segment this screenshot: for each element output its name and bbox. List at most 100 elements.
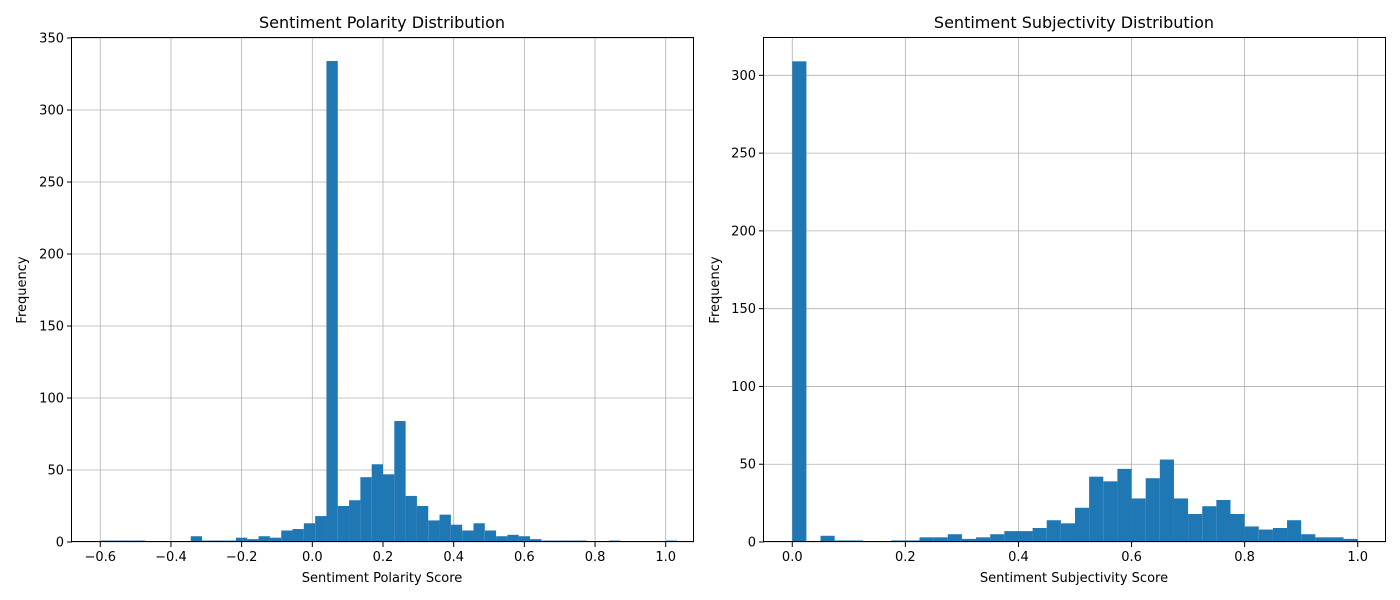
histogram-bar <box>1315 537 1330 542</box>
histogram-bar <box>1159 459 1174 542</box>
histogram-bar <box>1343 538 1358 542</box>
histogram-bar <box>371 464 383 542</box>
histogram-bar <box>919 537 934 542</box>
y-tick-label: 250 <box>731 147 756 162</box>
y-tick-label: 50 <box>47 464 64 479</box>
histogram-bar <box>933 537 948 542</box>
x-tick-label: 1.0 <box>655 550 676 565</box>
histogram-bar <box>1060 523 1075 542</box>
histogram-bar <box>462 530 474 542</box>
x-tick-label: 0.0 <box>302 550 323 565</box>
histogram-bar <box>1046 520 1061 542</box>
histogram-bar <box>1075 507 1090 542</box>
histogram-bar <box>326 61 338 542</box>
histogram-bar <box>1089 476 1104 542</box>
x-tick-label: 0.4 <box>1008 550 1029 565</box>
histogram-bar <box>473 523 485 542</box>
x-tick-label: 0.6 <box>1121 550 1142 565</box>
histogram-bar <box>1272 528 1288 542</box>
y-tick-label: 350 <box>39 32 64 47</box>
x-axis-label: Sentiment Subjectivity Score <box>980 571 1168 586</box>
x-tick-label: −0.4 <box>155 550 187 565</box>
histogram-bar <box>1173 498 1189 542</box>
plot-frame <box>763 37 1386 542</box>
y-axis-label: Frequency <box>15 256 30 323</box>
y-tick-label: 300 <box>39 104 64 119</box>
histogram-bar <box>1103 481 1118 542</box>
histogram-bar <box>990 534 1005 542</box>
histogram-bar <box>820 535 835 542</box>
histogram-bar <box>1216 500 1231 542</box>
chart-title: Sentiment Subjectivity Distribution <box>934 13 1214 32</box>
histogram-bar <box>190 536 203 542</box>
histogram-bar <box>235 537 248 542</box>
histogram-bar <box>1329 537 1344 542</box>
y-tick-label: 50 <box>739 458 756 473</box>
histogram-bar <box>428 520 440 542</box>
histogram-bar <box>1032 528 1047 542</box>
histogram-bar <box>1018 531 1033 542</box>
histogram-bar <box>1004 531 1019 542</box>
histogram-bar <box>292 529 304 542</box>
polarity-chart: Sentiment Polarity Distribution Sentimen… <box>15 13 694 586</box>
histogram-bar <box>405 495 417 542</box>
histogram-bar <box>439 514 451 542</box>
histogram-bar <box>247 539 259 542</box>
histogram-bar <box>394 421 406 542</box>
y-tick-label: 300 <box>731 69 756 84</box>
histogram-bar <box>281 530 293 542</box>
x-tick-label: 0.2 <box>895 550 916 565</box>
histogram-bar <box>1230 514 1245 542</box>
x-tick-label: −0.2 <box>226 550 258 565</box>
x-tick-label: −0.6 <box>84 550 116 565</box>
y-axis-label: Frequency <box>708 256 723 323</box>
chart-title: Sentiment Polarity Distribution <box>259 13 505 32</box>
y-tick-label: 150 <box>39 320 64 335</box>
histogram-bar <box>1258 529 1273 542</box>
x-tick-label: 0.0 <box>782 550 803 565</box>
histogram-bar <box>258 536 270 542</box>
histogram-bar <box>496 536 508 542</box>
histogram-bar <box>1117 468 1132 542</box>
histogram-bar <box>349 500 361 542</box>
histogram-bar <box>269 537 282 542</box>
histogram-bar <box>484 530 497 542</box>
x-tick-label: 0.2 <box>373 550 394 565</box>
x-tick-label: 0.4 <box>443 550 464 565</box>
histogram-bar <box>1188 514 1203 542</box>
histogram-bar <box>337 506 350 542</box>
histogram-bar <box>1202 506 1217 542</box>
histogram-bar <box>976 537 991 542</box>
y-tick-label: 100 <box>39 392 64 407</box>
y-tick-label: 250 <box>39 176 64 191</box>
histogram-bar <box>1287 520 1302 542</box>
x-tick-label: 0.6 <box>514 550 535 565</box>
x-axis-label: Sentiment Polarity Score <box>302 571 463 586</box>
histogram-bar <box>1131 498 1146 542</box>
histogram-bar <box>507 534 519 542</box>
histogram-bar <box>530 539 542 542</box>
y-tick-label: 0 <box>748 536 756 551</box>
x-tick-label: 1.0 <box>1347 550 1368 565</box>
histogram-bar <box>383 474 395 542</box>
histogram-bar <box>315 516 327 542</box>
y-tick-label: 200 <box>731 224 756 239</box>
histogram-bar <box>1244 526 1259 542</box>
histogram-bar <box>792 61 807 542</box>
x-tick-label: 0.8 <box>585 550 606 565</box>
histogram-bar <box>416 506 429 542</box>
histogram-bar <box>961 538 977 542</box>
y-tick-label: 150 <box>731 302 756 317</box>
y-tick-label: 100 <box>731 380 756 395</box>
histogram-bar <box>518 536 531 542</box>
y-tick-label: 200 <box>39 248 64 263</box>
subjectivity-chart: Sentiment Subjectivity Distribution Sent… <box>708 13 1386 586</box>
histogram-bar <box>1145 478 1160 542</box>
histogram-bar <box>303 523 316 542</box>
histogram-bar <box>947 534 962 542</box>
histogram-bar <box>360 477 372 542</box>
plot-frame <box>71 37 694 542</box>
x-tick-label: 0.8 <box>1234 550 1255 565</box>
histogram-bar <box>1301 534 1316 542</box>
